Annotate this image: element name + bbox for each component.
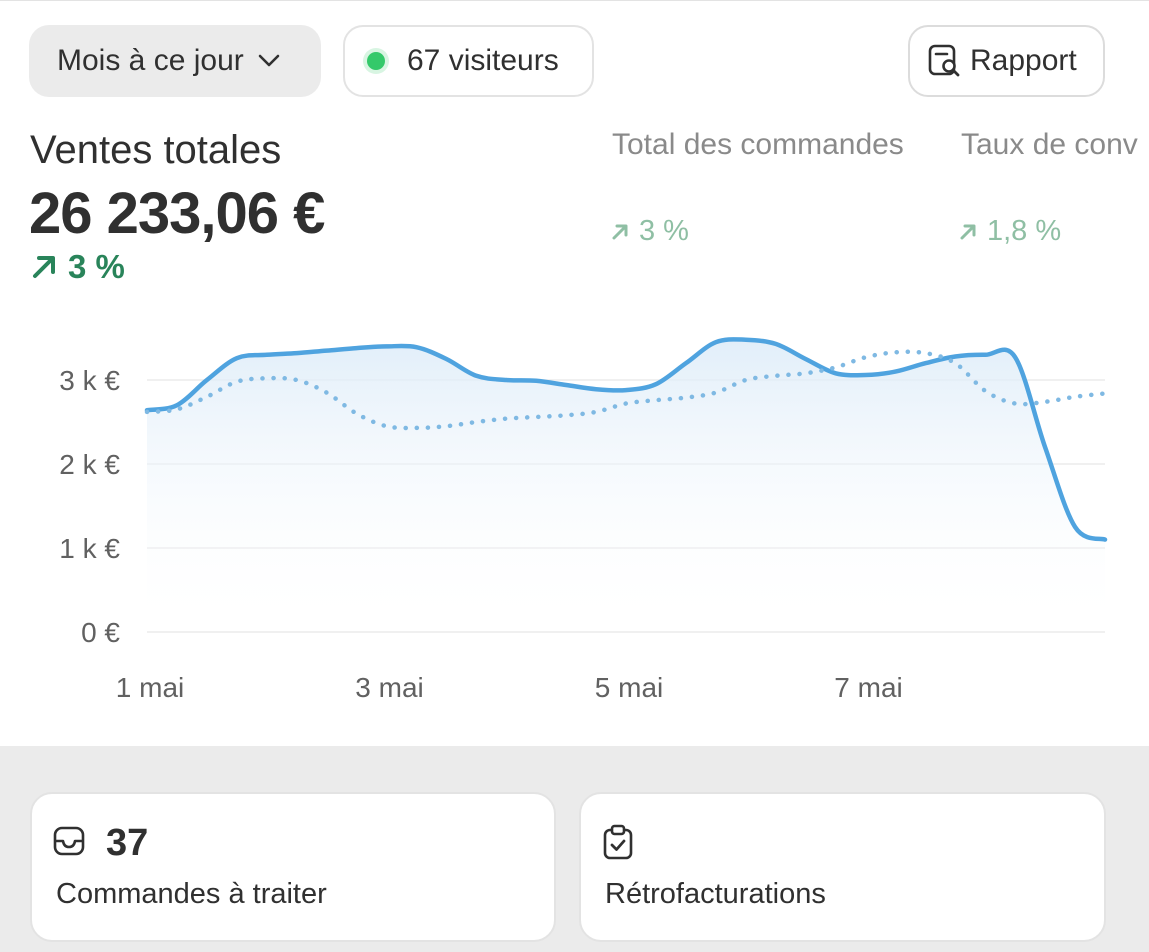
live-visitors-label: 67 visiteurs xyxy=(407,44,559,78)
orders-to-fulfill-label: Commandes à traiter xyxy=(56,878,327,911)
report-label: Rapport xyxy=(970,44,1077,78)
live-visitors-button[interactable]: 67 visiteurs xyxy=(343,25,594,97)
sales-area-fill xyxy=(147,339,1105,632)
sales-metric-title[interactable]: Ventes totales xyxy=(30,128,281,173)
sales-metric-change: 3 % xyxy=(30,248,125,286)
x-tick-label: 5 mai xyxy=(595,672,663,703)
sales-line-chart[interactable]: 0 € 1 k € 2 k € 3 k € 1 mai 3 mai 5 mai 7 mai xyxy=(0,300,1149,720)
x-tick-label: 1 mai xyxy=(116,672,184,703)
arrow-up-right-icon xyxy=(611,223,629,241)
y-tick-label: 2 k € xyxy=(59,449,120,480)
conversion-metric-change: 1,8 % xyxy=(959,215,1061,248)
sales-metric-change-value: 3 % xyxy=(68,248,125,286)
live-status-dot-icon xyxy=(367,52,385,70)
chevron-down-icon xyxy=(258,54,280,68)
orders-to-fulfill-count: 37 xyxy=(106,822,148,865)
x-tick-label: 7 mai xyxy=(834,672,902,703)
y-tick-label: 0 € xyxy=(81,617,120,648)
conversion-metric-change-value: 1,8 % xyxy=(987,215,1061,248)
sales-metric-value: 26 233,06 € xyxy=(29,180,324,247)
x-tick-label: 3 mai xyxy=(355,672,423,703)
chargebacks-card[interactable]: Rétrofacturations xyxy=(579,792,1106,942)
arrow-up-right-icon xyxy=(30,253,58,281)
chargebacks-label: Rétrofacturations xyxy=(605,878,826,911)
orders-metric-change: 3 % xyxy=(611,215,689,248)
report-button[interactable]: Rapport xyxy=(908,25,1105,97)
orders-metric-title[interactable]: Total des commandes xyxy=(612,128,904,162)
arrow-up-right-icon xyxy=(959,223,977,241)
inbox-icon xyxy=(52,824,86,863)
conversion-metric-title[interactable]: Taux de conv xyxy=(961,128,1138,162)
y-tick-label: 3 k € xyxy=(59,365,120,396)
orders-metric-change-value: 3 % xyxy=(639,215,689,248)
period-selector-button[interactable]: Mois à ce jour xyxy=(29,25,321,97)
report-search-icon xyxy=(926,43,962,79)
top-divider xyxy=(0,0,1149,1)
y-tick-label: 1 k € xyxy=(59,533,120,564)
orders-to-fulfill-card[interactable]: 37 Commandes à traiter xyxy=(30,792,556,942)
period-selector-label: Mois à ce jour xyxy=(57,44,244,78)
clipboard-check-icon xyxy=(601,824,635,865)
